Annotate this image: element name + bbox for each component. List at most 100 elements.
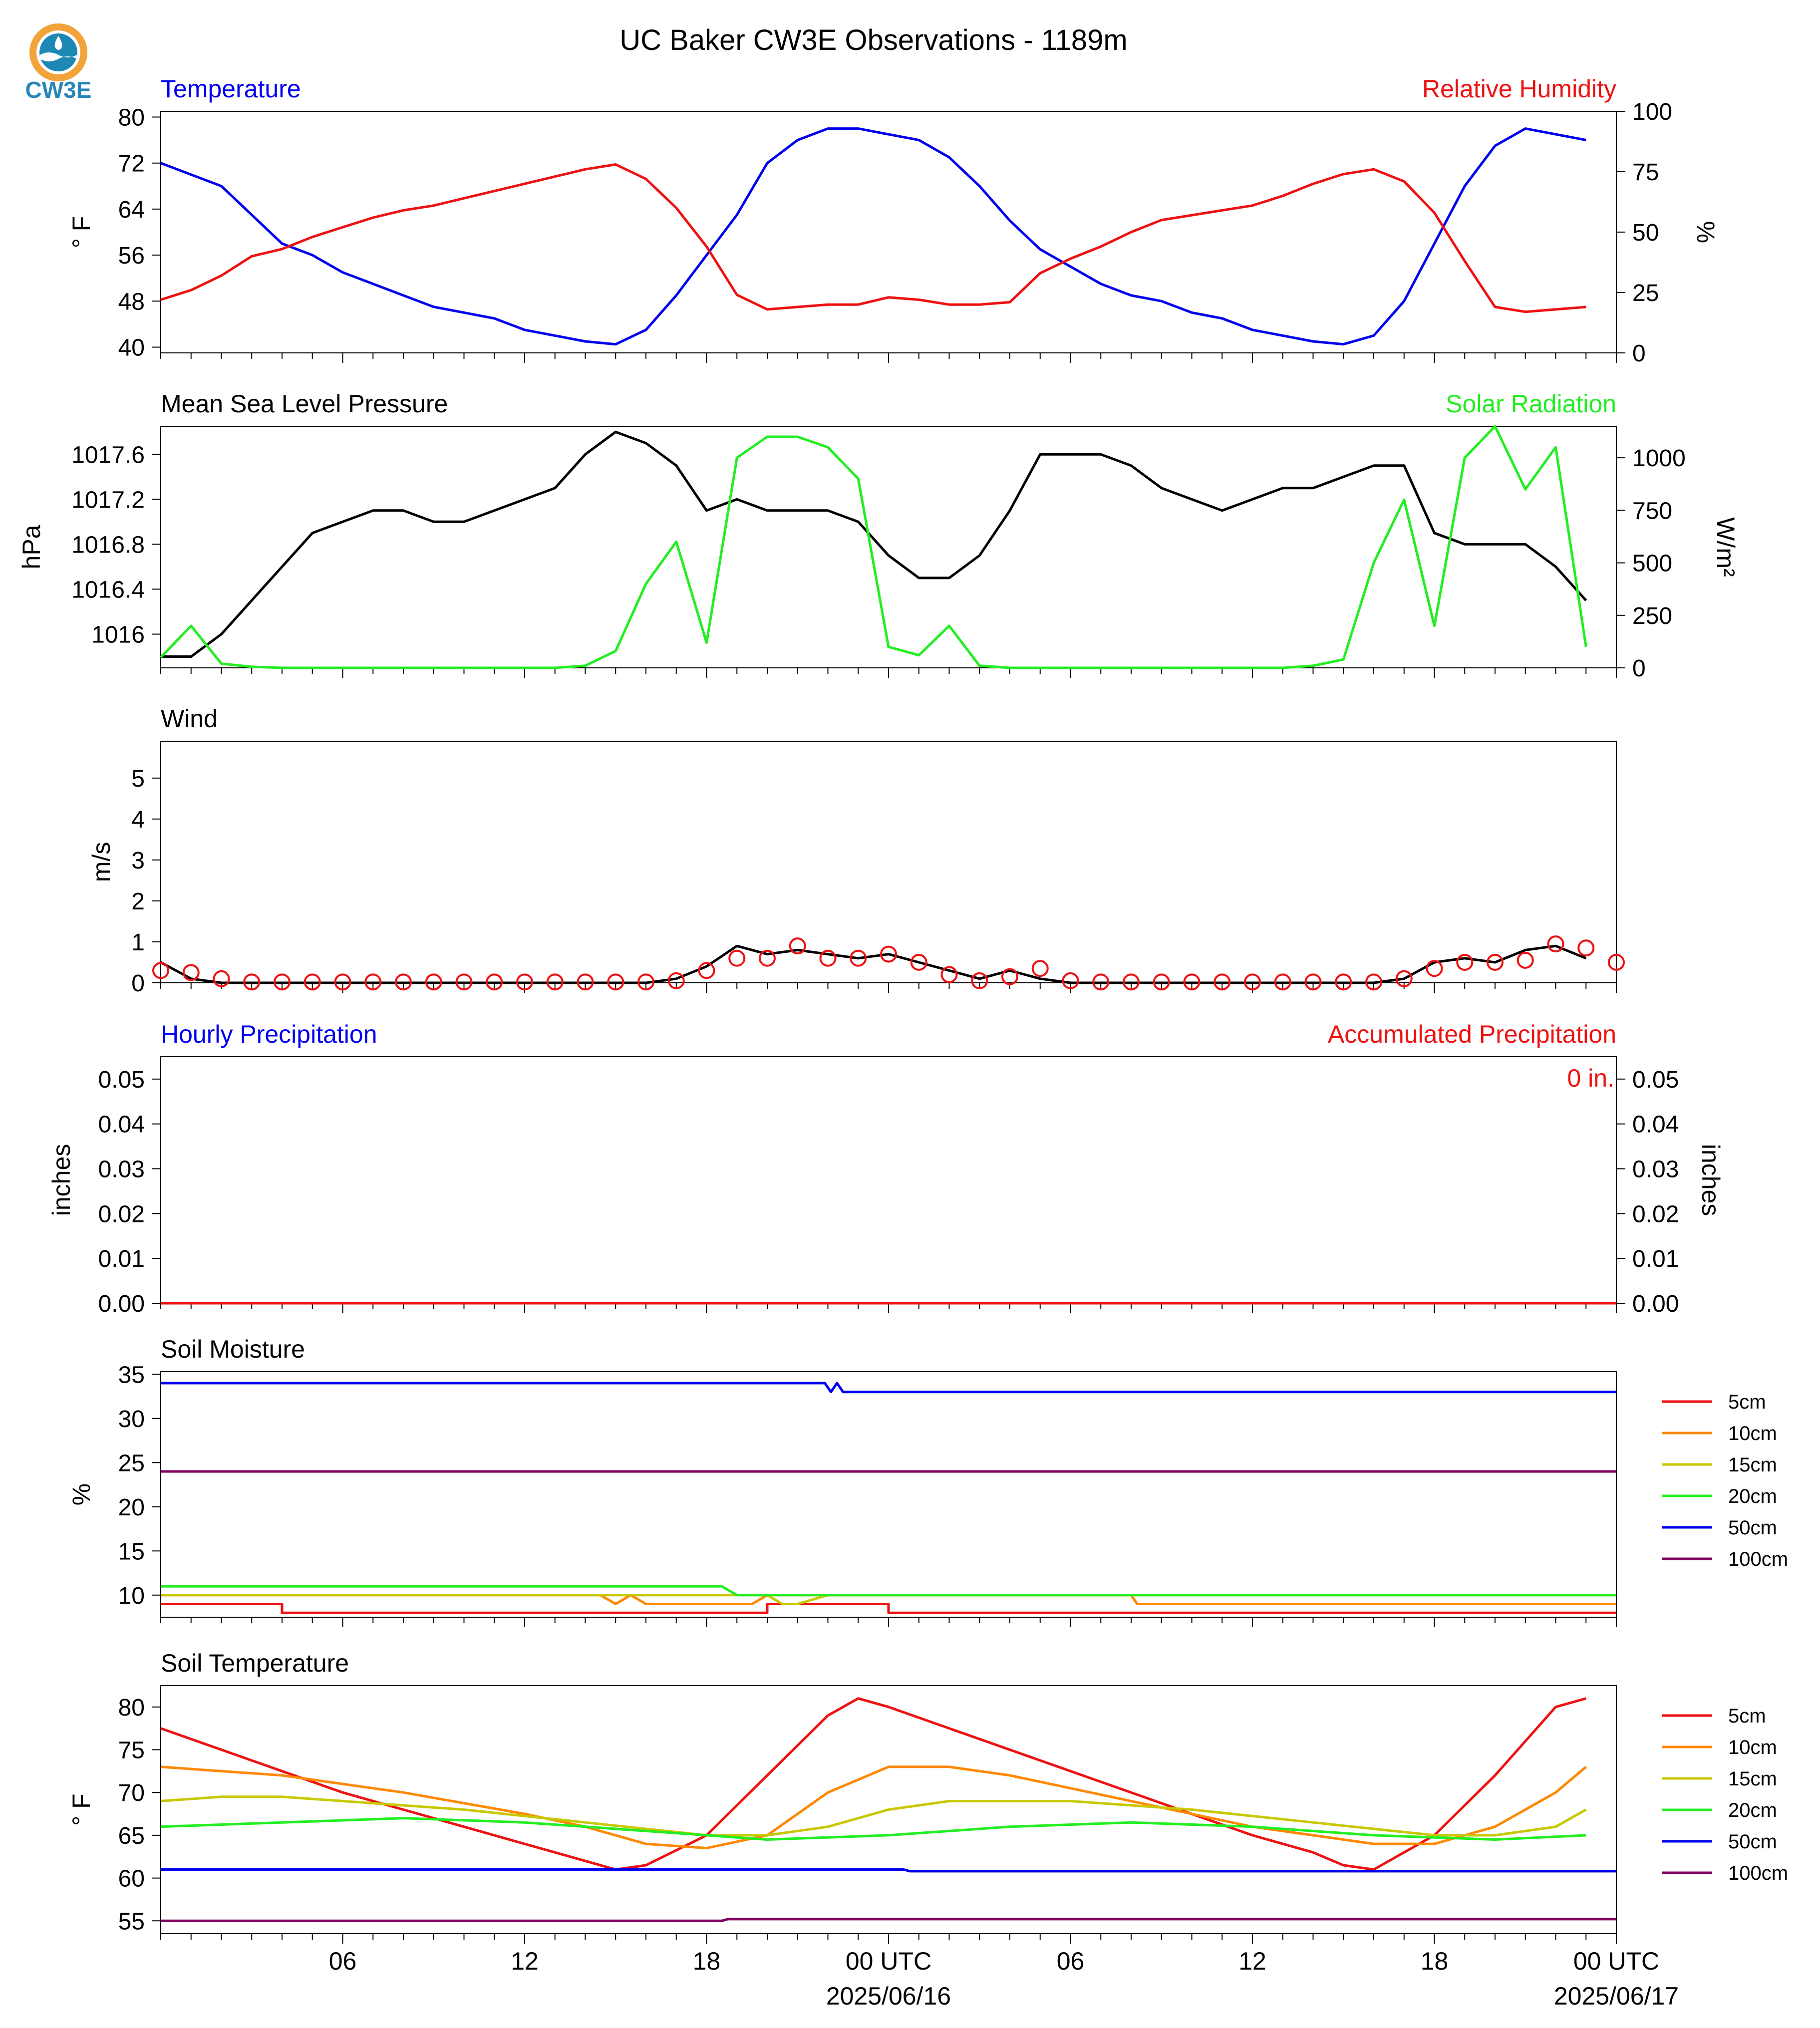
series-line-3 xyxy=(160,1817,1586,1841)
y-tick-label-left: 2 xyxy=(131,888,145,915)
y-tick-label-left: 0.01 xyxy=(98,1246,145,1272)
wind-gust-marker xyxy=(455,973,473,991)
y-tick-label-left: 65 xyxy=(118,1823,145,1849)
series-line-2 xyxy=(160,1795,1587,1837)
wind-gust-marker xyxy=(1244,973,1261,991)
y-tick-label-right: 50 xyxy=(1632,220,1659,246)
wind-gust-marker xyxy=(1395,970,1413,987)
y-tick-label-left: 0.00 xyxy=(98,1291,145,1317)
y-axis-label-left: % xyxy=(67,1483,95,1505)
y-axis-label-right: inches xyxy=(1697,1144,1725,1216)
wind-gust-marker xyxy=(1517,951,1534,969)
legend-label: 10cm xyxy=(1728,1423,1777,1445)
x-date-label: 2025/06/17 xyxy=(1554,1982,1679,2010)
y-tick-label-left: 3 xyxy=(131,848,145,874)
wind-gust-marker xyxy=(1426,960,1443,977)
wind-gust-marker xyxy=(395,973,412,991)
y-tick-label-right: 500 xyxy=(1632,551,1672,577)
x-tick-label: 12 xyxy=(1238,1947,1266,1975)
series-line-0 xyxy=(160,127,1586,346)
y-axis-label-right: % xyxy=(1692,221,1720,243)
y-tick-label-right: 250 xyxy=(1632,603,1672,629)
x-tick-label: 06 xyxy=(1057,1947,1085,1975)
y-tick-label-left: 0.05 xyxy=(98,1067,145,1093)
legend-label: 5cm xyxy=(1728,1391,1766,1413)
panel-title-left: Hourly Precipitation xyxy=(161,1020,377,1048)
panel-title-right: Solar Radiation xyxy=(1446,390,1616,418)
panel-4: Soil Moisture 10 15 20 25 30 35% 5cm 10cm 15cm 20c… xyxy=(67,1335,1788,1627)
wind-gust-marker xyxy=(1608,953,1625,971)
y-axis-label-left: inches xyxy=(47,1144,75,1216)
x-tick-label: 00 UTC xyxy=(846,1947,931,1975)
wind-gust-marker xyxy=(667,972,685,989)
y-tick-label-left: 40 xyxy=(118,334,145,361)
wind-gust-marker xyxy=(1001,968,1018,985)
y-tick-label-left: 55 xyxy=(118,1908,145,1935)
panel-title-right: Relative Humidity xyxy=(1422,75,1616,103)
y-tick-label-left: 30 xyxy=(118,1406,145,1433)
wind-gust-marker xyxy=(880,945,897,963)
wind-gust-marker xyxy=(910,953,927,971)
y-tick-label-left: 80 xyxy=(118,105,145,131)
panel-3: Hourly Precipitation Accumulated Precipit… xyxy=(47,1020,1725,1317)
cw3e-logo: CW3E xyxy=(25,23,91,103)
x-tick-label: 12 xyxy=(511,1947,539,1975)
legend-label: 5cm xyxy=(1728,1705,1766,1727)
y-tick-label-left: 0.04 xyxy=(98,1112,145,1138)
wind-gust-marker xyxy=(940,966,958,983)
wind-gust-marker xyxy=(1062,972,1079,989)
panel-title-left: Temperature xyxy=(161,75,301,103)
legend-label: 10cm xyxy=(1728,1737,1777,1758)
panel-title-left: Wind xyxy=(161,705,218,733)
y-tick-label-left: 25 xyxy=(118,1450,145,1476)
y-tick-label-left: 70 xyxy=(118,1780,145,1806)
y-tick-label-left: 1016 xyxy=(91,621,145,648)
y-tick-label-right: 0.04 xyxy=(1632,1112,1679,1138)
legend-label: 100cm xyxy=(1728,1862,1788,1884)
series-line-4 xyxy=(161,1382,1616,1394)
series-line-4 xyxy=(161,1868,1616,1873)
legend-label: 20cm xyxy=(1728,1799,1777,1821)
legend-label: 50cm xyxy=(1728,1517,1777,1539)
panel-title-left: Soil Temperature xyxy=(161,1649,349,1677)
wind-gust-marker xyxy=(728,949,746,967)
y-tick-label-right: 0 xyxy=(1632,655,1646,682)
y-tick-label-left: 1016.4 xyxy=(71,577,145,603)
wind-gust-marker xyxy=(789,937,806,955)
y-tick-label-left: 0 xyxy=(131,970,145,997)
y-tick-label-left: 0.03 xyxy=(98,1157,145,1183)
x-date-label: 2025/06/16 xyxy=(826,1982,951,2010)
y-tick-label-left: 5 xyxy=(131,766,145,792)
panel-0: Temperature Relative Humidity 40 48 56 64 72 80… xyxy=(67,75,1720,367)
y-tick-label-left: 0.02 xyxy=(98,1201,145,1227)
y-tick-label-left: 35 xyxy=(118,1362,145,1388)
panel-title-right: Accumulated Precipitation xyxy=(1328,1020,1616,1048)
panel-title-left: Mean Sea Level Pressure xyxy=(161,390,448,418)
wind-gust-marker xyxy=(1487,953,1504,971)
wind-gust-marker xyxy=(516,973,533,991)
wind-gust-marker xyxy=(213,970,230,987)
legend-label: 50cm xyxy=(1728,1831,1777,1853)
panels: Temperature Relative Humidity404856647280… xyxy=(17,75,1788,2010)
y-axis-label-left: m/s xyxy=(87,842,115,882)
wind-gust-marker xyxy=(577,973,594,991)
x-tick-label: 18 xyxy=(693,1947,721,1975)
y-tick-label-left: 15 xyxy=(118,1538,145,1565)
legend-label: 15cm xyxy=(1728,1768,1777,1790)
wind-gust-marker xyxy=(1092,973,1110,991)
wind-gust-marker xyxy=(152,962,169,979)
y-axis-label-left: ° F xyxy=(67,1793,95,1825)
wind-gust-marker xyxy=(1304,973,1322,991)
wind-gust-marker xyxy=(1577,939,1595,957)
wind-gust-marker xyxy=(274,973,291,991)
wind-gust-marker xyxy=(759,949,776,967)
wind-gust-marker xyxy=(971,972,988,989)
wind-gust-marker xyxy=(1031,960,1049,977)
wind-gust-marker xyxy=(1365,973,1382,991)
y-tick-label-right: 0.02 xyxy=(1632,1201,1679,1227)
wind-gust-marker xyxy=(546,973,564,991)
series-line-0 xyxy=(160,944,1587,984)
wind-gust-marker xyxy=(303,973,321,991)
y-tick-label-right: 0.01 xyxy=(1632,1246,1679,1272)
legend-label: 15cm xyxy=(1728,1454,1777,1476)
